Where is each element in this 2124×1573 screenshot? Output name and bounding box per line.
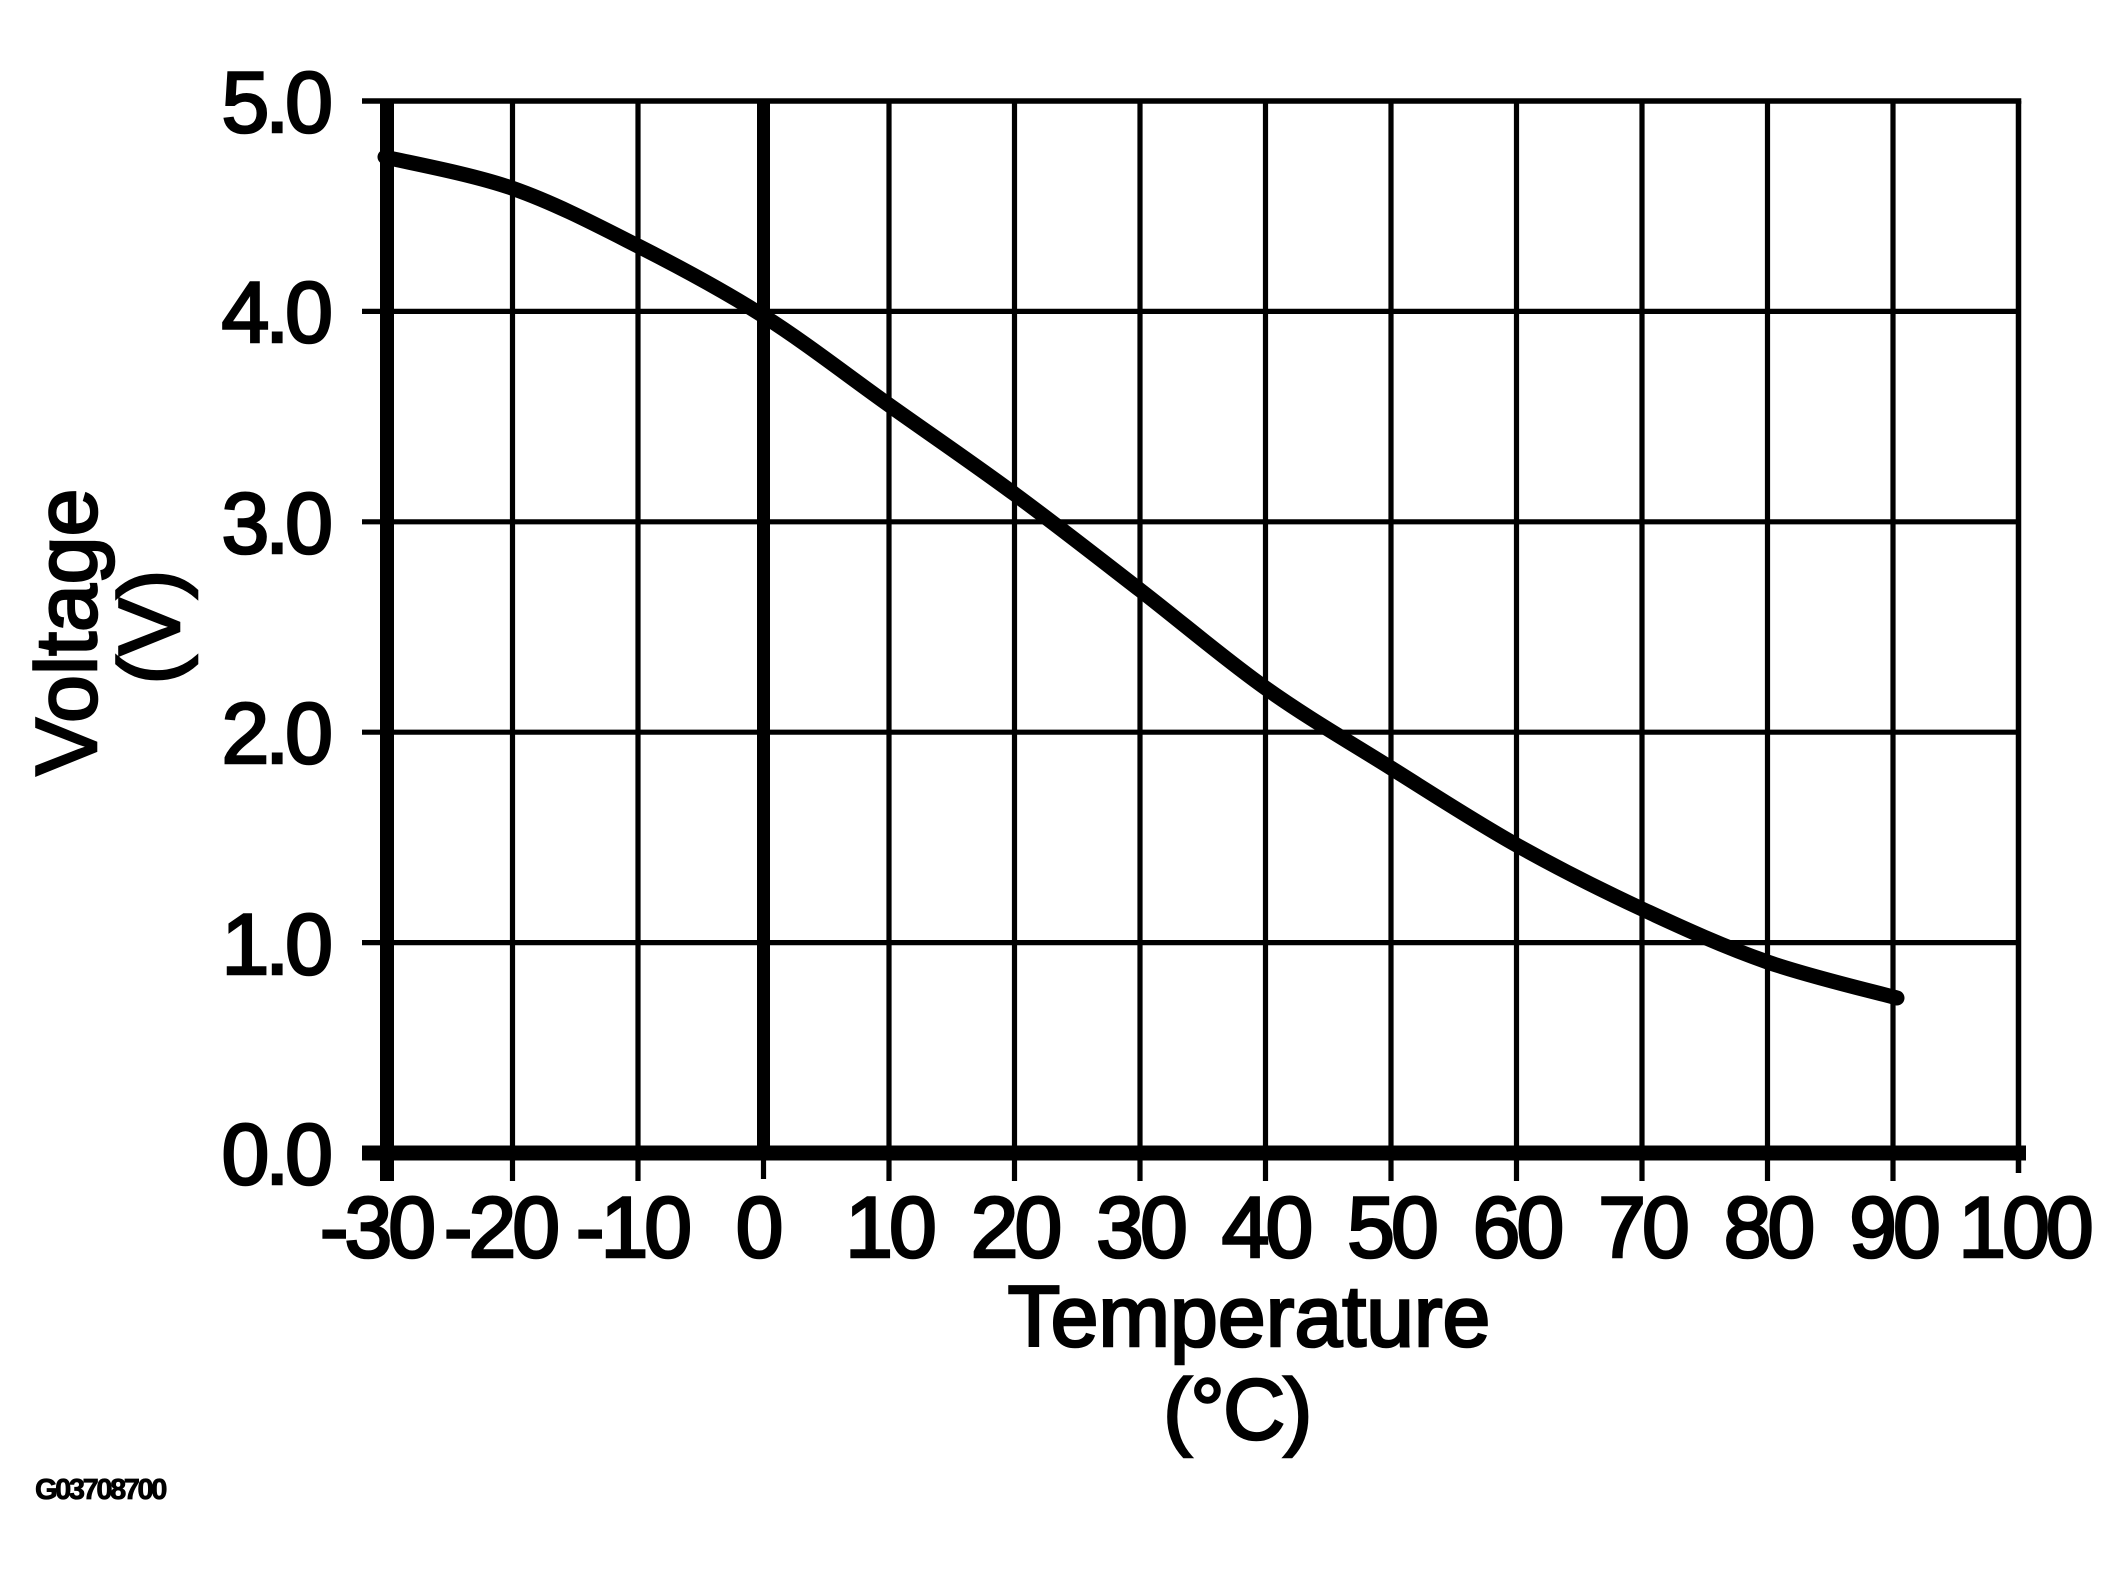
- svg-text:5.0: 5.0: [221, 55, 330, 151]
- svg-text:90: 90: [1849, 1180, 1938, 1276]
- svg-text:50: 50: [1347, 1180, 1436, 1276]
- svg-text:80: 80: [1724, 1180, 1813, 1276]
- svg-text:G03708700: G03708700: [35, 1474, 166, 1506]
- svg-text:2.0: 2.0: [221, 686, 330, 782]
- svg-text:20: 20: [971, 1180, 1060, 1276]
- svg-text:-20: -20: [444, 1180, 557, 1276]
- svg-text:0: 0: [736, 1180, 781, 1276]
- svg-text:10: 10: [845, 1180, 934, 1276]
- svg-text:(°C): (°C): [1163, 1362, 1311, 1458]
- svg-text:4.0: 4.0: [221, 265, 330, 361]
- svg-text:100: 100: [1958, 1180, 2091, 1276]
- svg-text:1.0: 1.0: [221, 897, 330, 993]
- svg-text:(V): (V): [102, 570, 198, 685]
- svg-text:60: 60: [1473, 1180, 1562, 1276]
- svg-text:-30: -30: [320, 1180, 433, 1276]
- svg-text:40: 40: [1222, 1180, 1311, 1276]
- svg-text:-10: -10: [576, 1180, 689, 1276]
- svg-text:30: 30: [1096, 1180, 1185, 1276]
- svg-text:Voltage: Voltage: [19, 489, 115, 776]
- svg-text:0.0: 0.0: [221, 1107, 330, 1203]
- svg-text:70: 70: [1598, 1180, 1687, 1276]
- svg-text:Temperature: Temperature: [1008, 1269, 1491, 1365]
- svg-text:3.0: 3.0: [221, 476, 330, 572]
